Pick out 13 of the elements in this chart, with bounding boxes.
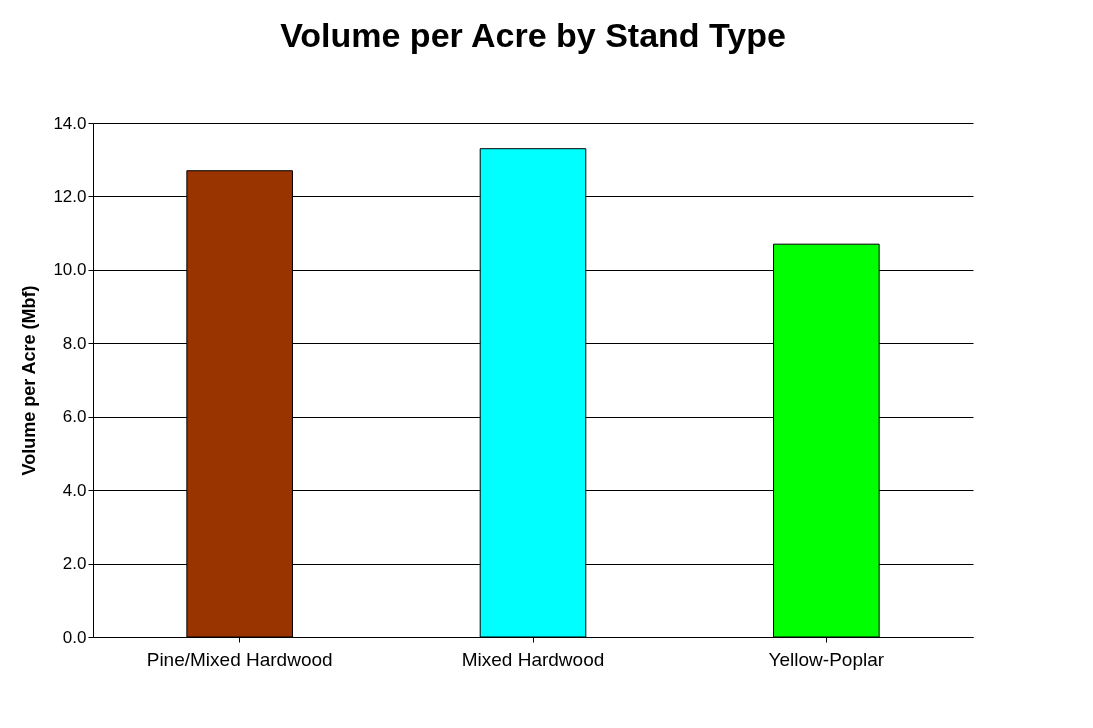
y-tick-label: 14.0 bbox=[53, 113, 87, 133]
x-tick-label: Mixed Hardwood bbox=[461, 648, 605, 670]
y-tick-label: 6.0 bbox=[62, 407, 87, 427]
x-tick-label: Yellow-Poplar bbox=[768, 648, 885, 670]
y-axis-title: Volume per Acre (Mbf) bbox=[19, 285, 40, 476]
x-tick-label: Pine/Mixed Hardwood bbox=[146, 648, 333, 670]
y-tick-label: 8.0 bbox=[62, 333, 87, 353]
y-tick-label: 2.0 bbox=[62, 554, 87, 574]
y-tick-label: 0.0 bbox=[62, 627, 87, 647]
y-tick-label: 12.0 bbox=[53, 186, 87, 206]
y-tick-label: 4.0 bbox=[62, 480, 87, 500]
y-tick-label: 10.0 bbox=[53, 260, 87, 280]
chart-title: Volume per Acre by Stand Type bbox=[280, 16, 786, 54]
